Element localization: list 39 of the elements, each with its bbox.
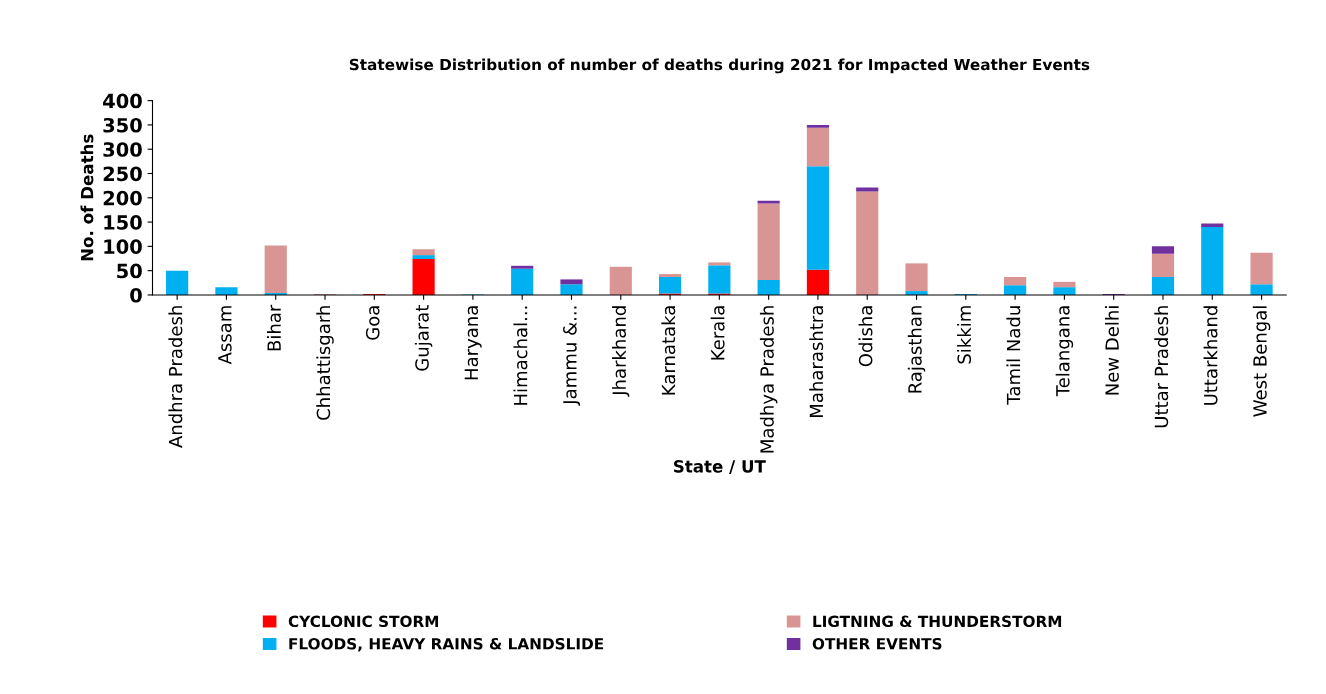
x-tick-label: Bihar	[266, 304, 281, 351]
y-tick-label: 300	[103, 142, 142, 157]
x-tick-label: Karnataka	[661, 306, 676, 395]
legend-label: FLOODS, HEAVY RAINS & LANDSLIDE	[289, 637, 604, 652]
x-tick-label: Tamil Nadu	[1006, 306, 1021, 405]
x-tick-label: Gujarat	[414, 305, 433, 371]
y-tick-label: 200	[103, 190, 142, 206]
legend-label: OTHER EVENTS	[812, 637, 942, 650]
x-axis-title: State / UT	[674, 460, 766, 474]
x-tick-label: Assam	[218, 306, 232, 365]
y-tick-label: 50	[117, 263, 142, 279]
x-tick-label: Uttarkhand	[1203, 306, 1218, 405]
x-tick-label: Maharashtra	[809, 306, 824, 417]
y-tick-label: 250	[103, 166, 142, 182]
y-tick-label: 0	[130, 287, 142, 303]
y-tick-label: 400	[103, 93, 142, 109]
chart-title: Statewise Distribution of number of deaths during 2021 for Impacted Weather Events	[349, 58, 1090, 74]
x-tick-label: Sikkim	[957, 306, 972, 364]
x-tick-label: Andhra Pradesh	[168, 306, 183, 448]
x-tick-label: Jharkhand	[612, 306, 630, 397]
x-tick-label: West Bengal	[1252, 306, 1271, 417]
y-tick-label: 350	[103, 117, 142, 133]
x-tick-label: New Delhi	[1104, 306, 1119, 395]
x-tick-label: Odisha	[858, 306, 873, 367]
x-tick-label: Haryana	[464, 306, 482, 380]
x-tick-label: Himachal...	[513, 306, 528, 405]
x-tick-label: Madhya Pradesh	[759, 306, 778, 453]
x-tick-label: Goa	[365, 306, 380, 340]
legend-label: CYCLONIC STORM	[288, 615, 439, 628]
x-tick-label: Uttar Pradesh	[1154, 306, 1169, 428]
x-tick-label: Jammu &...	[563, 306, 581, 406]
y-tick-label: 100	[104, 239, 142, 255]
x-tick-label: Kerala	[710, 306, 725, 360]
y-tick-label: 150	[104, 215, 142, 230]
legend-label: LIGTNING & THUNDERSTORM	[813, 615, 1062, 628]
x-tick-label: Chhattisgarh	[316, 306, 334, 420]
x-tick-label: Telangana	[1055, 306, 1074, 397]
y-axis-title: No. of Deaths	[80, 134, 94, 261]
x-tick-label: Rajasthan	[907, 306, 926, 393]
